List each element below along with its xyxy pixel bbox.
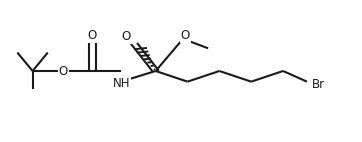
Text: NH: NH bbox=[113, 77, 130, 90]
Text: O: O bbox=[121, 30, 131, 43]
Text: O: O bbox=[88, 29, 97, 42]
Text: O: O bbox=[181, 29, 190, 42]
Text: Br: Br bbox=[312, 78, 325, 91]
Text: O: O bbox=[59, 64, 68, 78]
